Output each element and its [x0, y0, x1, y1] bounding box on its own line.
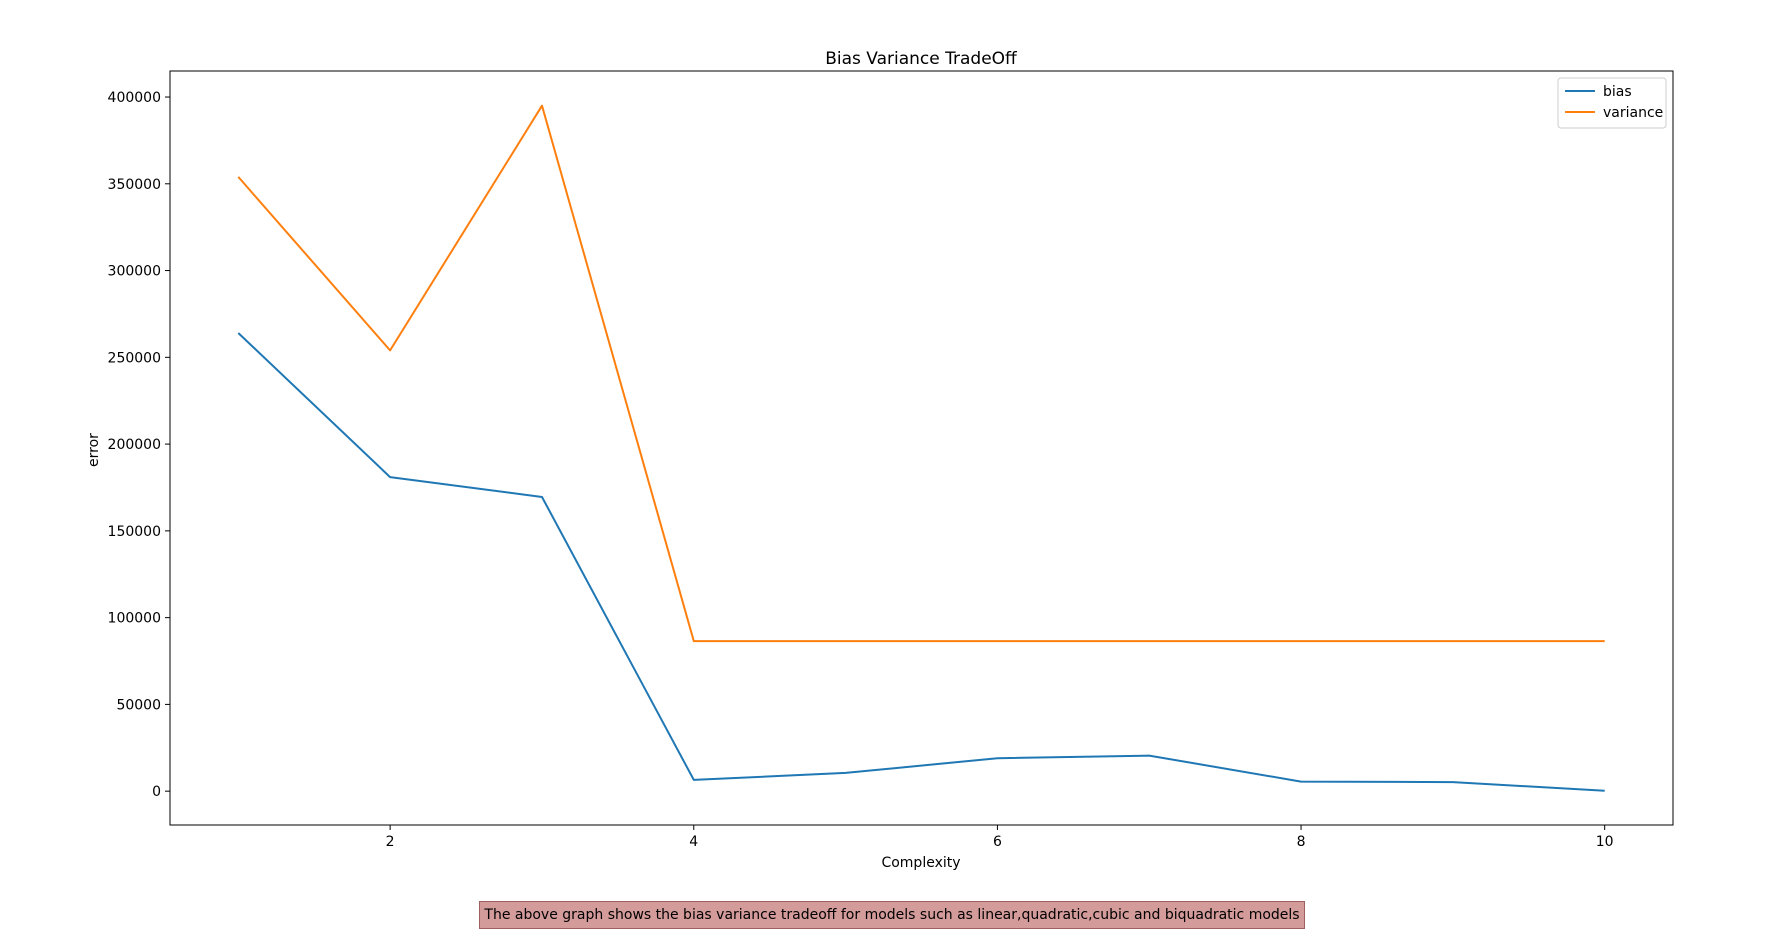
legend: bias variance [1557, 77, 1667, 129]
x-tick-label: 10 [1596, 834, 1614, 850]
legend-label-variance: variance [1603, 105, 1663, 121]
y-tick-label: 0 [152, 784, 161, 800]
y-tick-label: 400000 [108, 90, 161, 106]
series-line-bias [237, 332, 1605, 792]
series-line-variance [237, 104, 1605, 643]
x-axis-label: Complexity [881, 855, 960, 871]
y-tick-label: 150000 [108, 524, 161, 540]
x-tick-label: 8 [1297, 834, 1306, 850]
y-axis-label: error [86, 433, 102, 467]
y-tick-label: 300000 [108, 264, 161, 280]
x-tick-label: 2 [386, 834, 395, 850]
legend-label-bias: bias [1603, 84, 1632, 100]
y-tick-label: 250000 [108, 350, 161, 366]
plot-area [169, 70, 1674, 826]
y-axis-ticks: 0 50000 100000 150000 200000 250000 300000 3500… [108, 90, 170, 800]
chart-title: Bias Variance TradeOff [825, 49, 1018, 69]
x-tick-label: 4 [689, 834, 698, 850]
y-tick-label: 200000 [108, 437, 161, 453]
x-tick-label: 6 [993, 834, 1002, 850]
y-tick-label: 100000 [108, 611, 161, 627]
y-tick-label: 50000 [116, 697, 161, 713]
x-axis-ticks: 2 4 6 8 10 [386, 825, 1614, 850]
y-tick-label: 350000 [108, 177, 161, 193]
series-lines [237, 104, 1605, 792]
caption-text: The above graph shows the bias variance … [484, 907, 1300, 923]
